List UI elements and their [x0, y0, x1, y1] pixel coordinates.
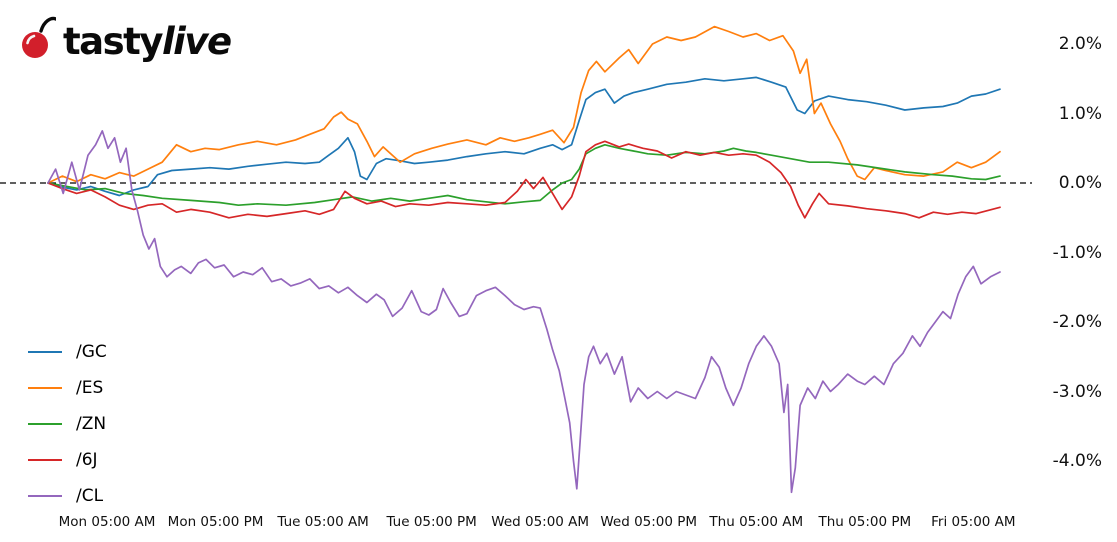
x-tick-label: Wed 05:00 AM	[491, 514, 590, 530]
legend: /GC/ES/ZN/6J/CL	[28, 341, 107, 507]
legend-item-6j: /6J	[28, 449, 107, 471]
legend-item-gc: /GC	[28, 341, 107, 363]
legend-label: /ZN	[76, 414, 107, 434]
cherry-icon	[22, 16, 56, 58]
legend-label: /CL	[76, 486, 104, 506]
legend-item-zn: /ZN	[28, 413, 107, 435]
y-tick-label: -4.0%	[1052, 451, 1102, 471]
y-tick-label: 1.0%	[1058, 103, 1102, 124]
series-line-6j	[47, 140, 1001, 219]
legend-swatch	[28, 459, 62, 461]
x-tick-label: Tue 05:00 AM	[277, 514, 369, 530]
legend-item-cl: /CL	[28, 485, 107, 507]
y-tick-label: -1.0%	[1052, 242, 1102, 263]
y-tick-label: 0.0%	[1058, 173, 1102, 193]
y-tick-label: -2.0%	[1052, 312, 1102, 332]
legend-item-es: /ES	[28, 377, 107, 399]
y-tick-label: 2.0%	[1058, 34, 1102, 54]
x-tick-label: Wed 05:00 PM	[600, 514, 698, 530]
logo-text-live: live	[161, 20, 232, 63]
legend-swatch	[28, 423, 62, 425]
logo-text-tasty: tasty	[63, 20, 163, 63]
series-line-zn	[47, 143, 1001, 207]
series-line-gc	[47, 76, 1001, 197]
x-tick-label: Thu 05:00 PM	[818, 514, 912, 530]
x-tick-label: Fri 05:00 AM	[931, 514, 1016, 530]
legend-swatch	[28, 387, 62, 389]
tastylive-logo: tastylive	[20, 14, 232, 63]
legend-label: /6J	[76, 450, 98, 470]
legend-label: /ES	[76, 378, 104, 398]
logo-text: tastylive	[63, 20, 232, 63]
series-line-cl	[47, 130, 1001, 494]
x-tick-label: Mon 05:00 PM	[167, 514, 264, 530]
x-tick-label: Mon 05:00 AM	[58, 514, 156, 530]
x-tick-label: Tue 05:00 PM	[386, 514, 477, 530]
y-tick-label: -3.0%	[1052, 381, 1102, 402]
series-line-es	[47, 25, 1001, 184]
legend-label: /GC	[76, 342, 107, 362]
legend-swatch	[28, 351, 62, 353]
legend-swatch	[28, 495, 62, 497]
x-tick-label: Thu 05:00 AM	[709, 514, 804, 530]
